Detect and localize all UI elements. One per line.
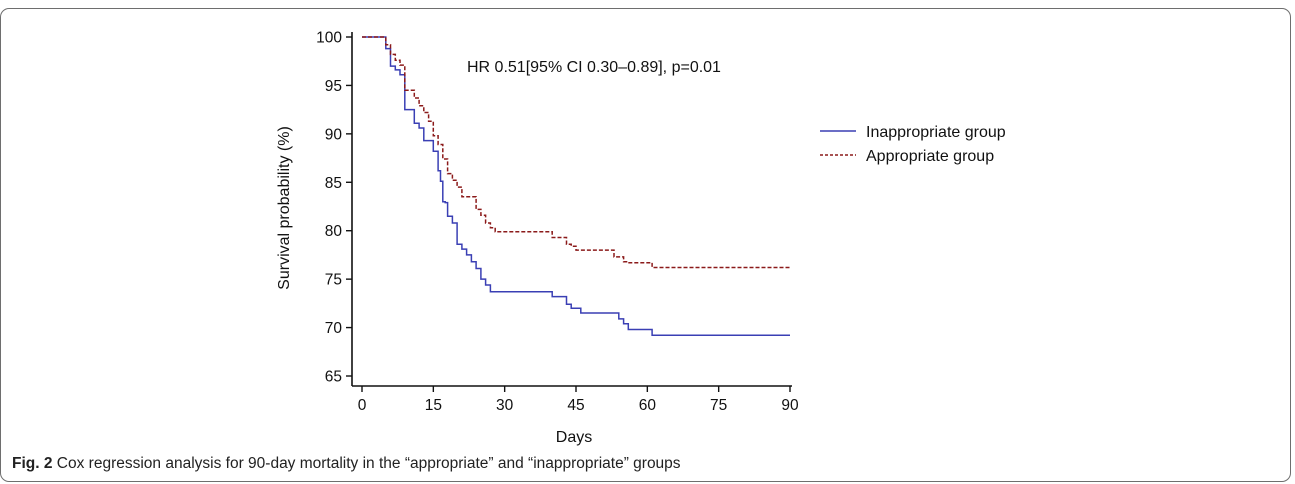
x-axis-label: Days bbox=[556, 429, 592, 446]
x-tick-label: 0 bbox=[358, 397, 367, 414]
x-tick-label: 90 bbox=[781, 397, 799, 414]
y-tick-label: 75 bbox=[325, 272, 342, 289]
x-tick-label: 45 bbox=[567, 397, 584, 414]
legend-label: Appropriate group bbox=[866, 148, 994, 165]
series-line-inappropriate-group bbox=[362, 36, 790, 337]
x-tick-label: 30 bbox=[496, 397, 514, 414]
y-tick-label: 85 bbox=[325, 175, 342, 192]
y-tick-label: 95 bbox=[325, 78, 342, 95]
x-tick-label: 60 bbox=[639, 397, 657, 414]
legend-label: Inappropriate group bbox=[866, 124, 1006, 141]
series-line-appropriate-group bbox=[362, 36, 790, 269]
x-tick-label: 75 bbox=[710, 397, 727, 414]
figure-frame bbox=[0, 8, 1291, 482]
legend: Inappropriate group Appropriate group bbox=[820, 124, 1006, 165]
y-tick-label: 65 bbox=[325, 369, 342, 386]
y-tick-label: 90 bbox=[325, 126, 343, 143]
hr-annotation: HR 0.51[95% CI 0.30–0.89], p=0.01 bbox=[467, 59, 721, 76]
x-tick-label: 15 bbox=[425, 397, 442, 414]
y-tick-label: 100 bbox=[316, 30, 342, 47]
figure-label: Fig. 2 bbox=[12, 455, 53, 472]
series-layer bbox=[362, 36, 790, 337]
figure-caption: Fig. 2 Cox regression analysis for 90-da… bbox=[12, 455, 681, 473]
y-axis-label: Survival probability (%) bbox=[276, 126, 293, 290]
figure-caption-text: Cox regression analysis for 90-day morta… bbox=[56, 455, 681, 472]
axes: 65 70 75 80 85 90 95 100 0 15 30 45 60 75 90 bbox=[316, 30, 799, 415]
y-tick-label: 80 bbox=[325, 223, 343, 240]
y-tick-label: 70 bbox=[325, 320, 343, 337]
